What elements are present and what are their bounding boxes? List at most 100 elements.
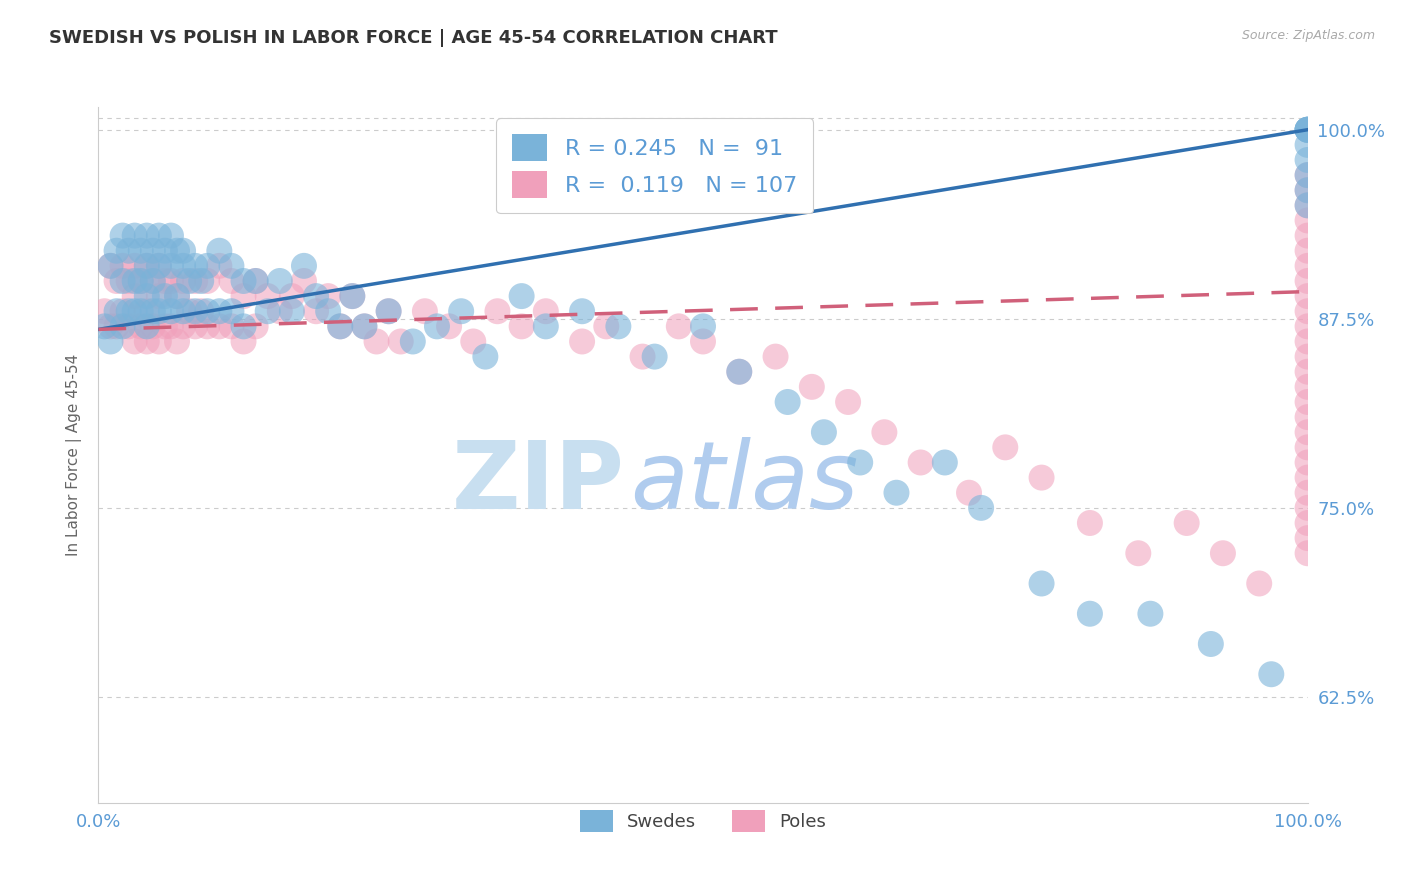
Point [148,228,170,243]
Point [100,334,122,349]
Point [166,289,188,303]
Point [1296,334,1319,349]
Point [111,304,134,318]
Point [292,259,315,273]
Point [190,304,212,318]
Point [1296,470,1319,484]
Point [510,289,533,303]
Point [195,304,218,318]
Point [118,274,141,288]
Point [571,304,593,318]
Point [148,304,170,318]
Point [1296,365,1319,379]
Point [776,395,799,409]
Point [221,274,243,288]
Point [148,334,170,349]
Point [105,274,128,288]
Text: atlas: atlas [630,437,859,528]
Point [245,274,267,288]
Point [800,380,823,394]
Point [160,319,183,334]
Point [111,274,134,288]
Point [970,500,993,515]
Point [873,425,896,440]
Point [172,319,194,334]
Point [316,289,339,303]
Point [1296,500,1319,515]
Point [631,350,654,364]
Point [1078,607,1101,621]
Point [100,259,122,273]
Point [1296,304,1319,318]
Point [256,304,278,318]
Point [1296,198,1319,212]
Point [1296,380,1319,394]
Point [148,289,170,303]
Point [728,365,751,379]
Point [172,259,194,273]
Point [135,304,157,318]
Point [135,334,157,349]
Point [1296,153,1319,167]
Point [1296,531,1319,545]
Point [160,228,183,243]
Point [1296,516,1319,530]
Point [486,304,509,318]
Point [1260,667,1282,681]
Point [142,274,165,288]
Point [232,334,254,349]
Point [160,274,183,288]
Point [353,319,375,334]
Point [124,259,146,273]
Point [329,319,352,334]
Point [179,304,201,318]
Point [1128,546,1150,560]
Point [124,289,146,303]
Point [305,304,328,318]
Point [886,485,908,500]
Point [413,304,436,318]
Point [1212,546,1234,560]
Point [281,304,304,318]
Point [129,304,152,318]
Point [184,319,207,334]
Point [124,274,146,288]
Point [1296,485,1319,500]
Point [1296,228,1319,243]
Point [329,319,352,334]
Point [1296,289,1319,303]
Point [1296,546,1319,560]
Point [184,274,207,288]
Point [1296,198,1319,212]
Point [256,289,278,303]
Text: ZIP: ZIP [451,437,624,529]
Point [1296,455,1319,469]
Point [208,259,231,273]
Point [837,395,859,409]
Point [142,244,165,258]
Point [342,289,364,303]
Point [208,319,231,334]
Point [849,455,872,469]
Point [135,259,157,273]
Point [221,304,243,318]
Point [377,304,399,318]
Point [1296,395,1319,409]
Point [221,259,243,273]
Point [142,319,165,334]
Point [342,289,364,303]
Point [1296,122,1319,136]
Point [135,259,157,273]
Point [994,441,1017,455]
Point [118,304,141,318]
Y-axis label: In Labor Force | Age 45-54: In Labor Force | Age 45-54 [66,354,82,556]
Point [124,334,146,349]
Point [1139,607,1161,621]
Point [232,319,254,334]
Text: Source: ZipAtlas.com: Source: ZipAtlas.com [1241,29,1375,42]
Point [111,228,134,243]
Point [510,319,533,334]
Point [1249,576,1271,591]
Point [1296,168,1319,182]
Point [100,319,122,334]
